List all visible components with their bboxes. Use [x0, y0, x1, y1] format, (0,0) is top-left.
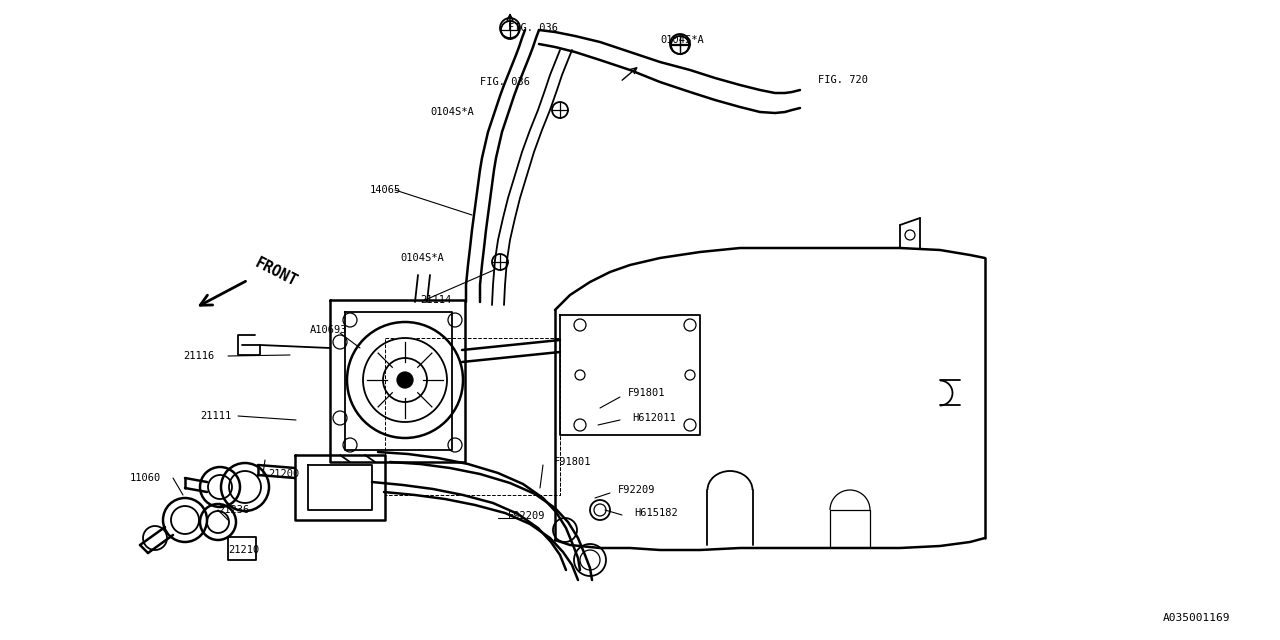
Text: 0104S*A: 0104S*A	[660, 35, 704, 45]
Text: H615182: H615182	[634, 508, 677, 518]
Circle shape	[397, 372, 413, 388]
Text: 21111: 21111	[200, 411, 232, 421]
Text: 21236: 21236	[218, 505, 250, 515]
Text: H612011: H612011	[632, 413, 676, 423]
Text: 21116: 21116	[183, 351, 214, 361]
Text: A10693: A10693	[310, 325, 347, 335]
Text: FIG. 036: FIG. 036	[480, 77, 530, 87]
Text: A035001169: A035001169	[1162, 613, 1230, 623]
Text: 0104S*A: 0104S*A	[430, 107, 474, 117]
Text: 0104S*A: 0104S*A	[399, 253, 444, 263]
Text: 21114: 21114	[420, 295, 452, 305]
Text: 11060: 11060	[131, 473, 161, 483]
Text: F91801: F91801	[554, 457, 591, 467]
Text: 21200: 21200	[268, 469, 300, 479]
Text: FIG. 720: FIG. 720	[818, 75, 868, 85]
Text: FIG. 036: FIG. 036	[508, 23, 558, 33]
Text: F92209: F92209	[508, 511, 545, 521]
Text: FRONT: FRONT	[252, 255, 300, 289]
Text: F91801: F91801	[628, 388, 666, 398]
Text: 14065: 14065	[370, 185, 401, 195]
Text: 21210: 21210	[228, 545, 260, 555]
Text: F92209: F92209	[618, 485, 655, 495]
